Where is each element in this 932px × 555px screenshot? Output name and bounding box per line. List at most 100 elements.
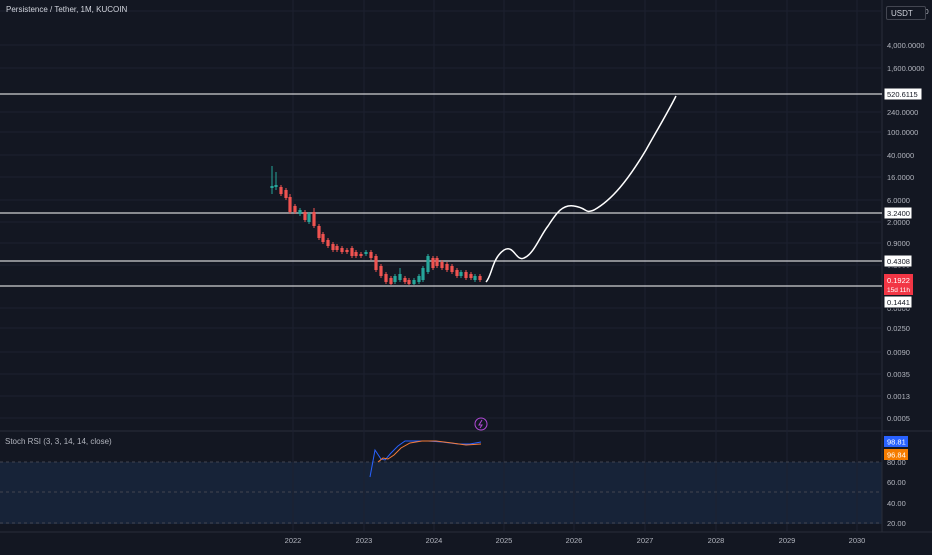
symbol-title[interactable]: Persistence / Tether, 1M, KUCOIN (6, 5, 128, 14)
time-tick-label: 2024 (426, 536, 443, 545)
candle (417, 274, 421, 284)
price-tick-label: 1,600.0000 (887, 64, 925, 73)
candle (393, 274, 397, 284)
candle (421, 266, 425, 282)
time-tick-label: 2025 (496, 536, 513, 545)
candle (307, 212, 311, 224)
candle (279, 185, 283, 196)
price-tick-label: 0.0090 (887, 348, 910, 357)
candle (426, 254, 430, 274)
candle (455, 268, 459, 278)
candle (331, 242, 335, 252)
current-price-value: 0.1922 (887, 276, 910, 285)
time-tick-label: 2027 (637, 536, 654, 545)
candle (326, 238, 330, 248)
stoch-rsi-title[interactable]: Stoch RSI (3, 3, 14, 14, close) (5, 437, 112, 446)
candle (345, 248, 349, 254)
time-tick-label: 2023 (356, 536, 373, 545)
price-tick-label: 16.0000 (887, 173, 914, 182)
price-tick-label: 0.0250 (887, 324, 910, 333)
candle (450, 264, 454, 274)
price-tick-label: 100.0000 (887, 128, 918, 137)
candle (440, 260, 444, 270)
price-tick-label: 240.0000 (887, 108, 918, 117)
candle (288, 194, 292, 214)
hline-label-3-24: 3.2400 (883, 206, 913, 220)
candle (364, 250, 368, 256)
candle (478, 274, 482, 282)
time-tick-label: 2029 (779, 536, 796, 545)
candle (369, 250, 373, 260)
candle (298, 208, 302, 216)
candle (374, 254, 378, 272)
price-tick-label: 4,000.0000 (887, 41, 925, 50)
price-tick-label: 40.0000 (887, 151, 914, 160)
candle (293, 204, 297, 214)
time-tick-label: 2022 (285, 536, 302, 545)
candle (403, 276, 407, 284)
stoch-k-tag: 98.81 (884, 436, 908, 447)
candle (274, 172, 278, 190)
candle (412, 278, 416, 285)
candle (407, 278, 411, 285)
candle (379, 264, 383, 278)
candles (270, 166, 482, 285)
stoch-d-value: 96.84 (887, 451, 906, 460)
hline-label-0-14-text: 0.1441 (887, 298, 910, 307)
price-tick-label: 0.0035 (887, 370, 910, 379)
hline-label-0-43: 0.4308 (883, 254, 913, 268)
candle (312, 208, 316, 228)
price-tick-label: 0.0005 (887, 414, 910, 423)
price-tick-label: 2.0000 (887, 218, 910, 227)
candle (469, 272, 473, 280)
stoch-tick-label: 60.00 (887, 478, 906, 487)
stoch-band (0, 462, 882, 524)
price-tick-label: 6.0000 (887, 196, 910, 205)
projection-curve[interactable] (485, 95, 677, 283)
hline-label-3-24-text: 3.2400 (887, 209, 910, 218)
candle (354, 250, 358, 258)
current-price-tag: 0.1922 15d 11h (884, 274, 913, 295)
candle (303, 210, 307, 222)
lightning-icon[interactable] (474, 417, 488, 431)
candle (359, 252, 363, 258)
hline-label-0-43-text: 0.4308 (887, 257, 910, 266)
candle (473, 274, 477, 282)
candle (317, 224, 321, 240)
candle (398, 268, 402, 282)
time-axis[interactable]: 2022 2023 2024 2025 2026 2027 2028 2029 2030 (285, 536, 866, 545)
stoch-tick-label: 20.00 (887, 519, 906, 528)
time-tick-label: 2028 (708, 536, 725, 545)
candle (321, 232, 325, 244)
time-tick-label: 2030 (849, 536, 866, 545)
hline-label-520: 520.6115 (883, 87, 923, 101)
candle (340, 246, 344, 254)
hline-label-520-text: 520.6115 (887, 90, 918, 99)
candle (431, 256, 435, 270)
candle (270, 166, 274, 194)
stoch-k-value: 98.81 (887, 438, 906, 447)
candle (335, 244, 339, 252)
price-tick-label: 0.9000 (887, 239, 910, 248)
stoch-tick-label: 40.00 (887, 499, 906, 508)
stoch-d-tag: 96.84 (884, 449, 908, 460)
candle (435, 256, 439, 268)
candle (350, 246, 354, 258)
current-price-countdown: 15d 11h (887, 287, 910, 294)
main-pane[interactable] (0, 0, 882, 430)
candle (284, 188, 288, 200)
price-tick-label: 0.0013 (887, 392, 910, 401)
time-tick-label: 2026 (566, 536, 583, 545)
hline-label-0-14: 0.1441 (883, 295, 913, 309)
candle (389, 276, 393, 285)
candle (384, 272, 388, 284)
stoch-axis[interactable]: 80.00 60.00 40.00 20.00 (887, 458, 906, 528)
candle (459, 270, 463, 278)
stoch-d-line (377, 440, 482, 463)
stoch-tick-label: 80.00 (887, 458, 906, 467)
candle (445, 262, 449, 272)
currency-button[interactable]: USDT (886, 6, 926, 20)
candle (464, 270, 468, 280)
